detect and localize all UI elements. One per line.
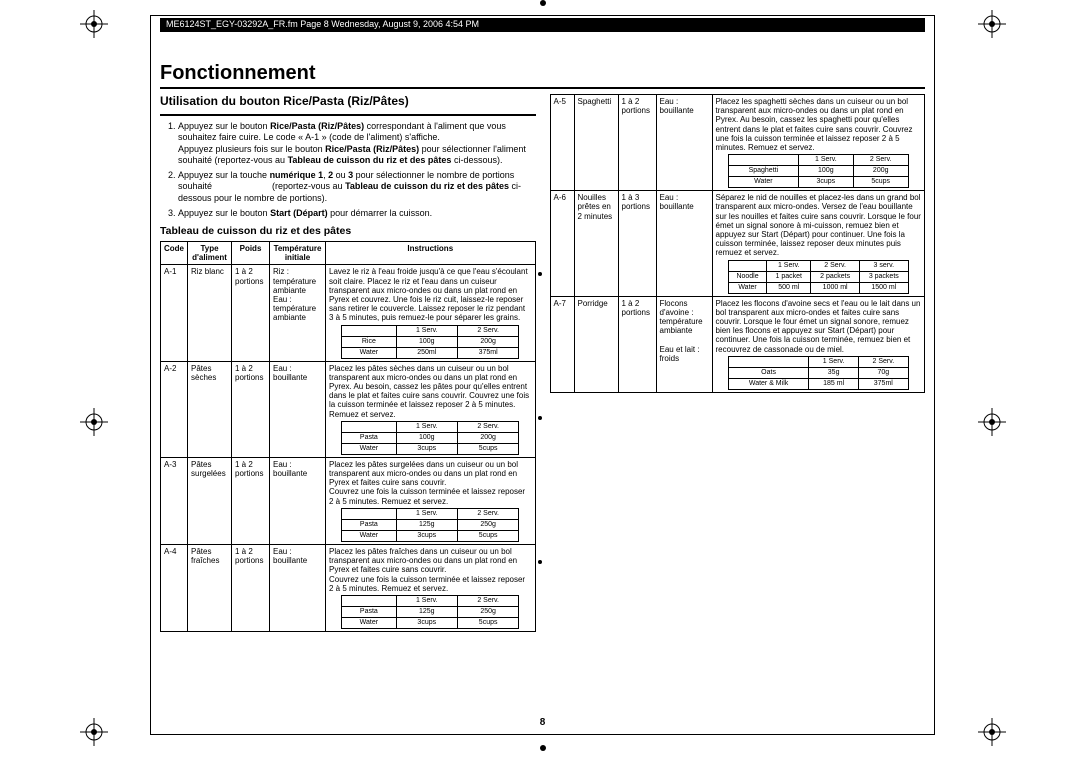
cell-instr: Séparez le nid de nouilles et placez-les… [712, 191, 925, 296]
cell-type: Pâtes fraîches [188, 544, 232, 631]
steps-list: Appuyez sur le bouton Rice/Pasta (Riz/Pâ… [160, 121, 536, 219]
cell-temp: Eau : bouillante [270, 457, 326, 544]
cell-code: A-1 [161, 265, 188, 361]
mini-table: 1 Serv.2 Serv.3 serv.Noodle1 packet2 pac… [728, 260, 909, 294]
table-row: A-6Nouilles prêtes en 2 minutes1 à 3 por… [550, 191, 925, 296]
step-item: Appuyez sur la touche numérique 1, 2 ou … [178, 170, 536, 204]
cell-type: Nouilles prêtes en 2 minutes [574, 191, 618, 296]
cell-temp: Flocons d'avoine : température ambianteE… [656, 296, 712, 392]
table-row: A-1Riz blanc1 à 2 portionsRiz : températ… [161, 265, 536, 361]
cell-code: A-3 [161, 457, 188, 544]
table-header: Instructions [326, 242, 536, 265]
crop-mark-tr [978, 10, 1006, 38]
cell-poids: 1 à 2 portions [618, 296, 656, 392]
crop-mark-tl [80, 10, 108, 38]
table-row: A-4Pâtes fraîches1 à 2 portionsEau : bou… [161, 544, 536, 631]
cell-temp: Riz : température ambiante Eau : tempéra… [270, 265, 326, 361]
mini-table: 1 Serv.2 Serv.Spaghetti100g200gWater3cup… [728, 154, 909, 188]
cell-poids: 1 à 2 portions [232, 544, 270, 631]
table-header: Code [161, 242, 188, 265]
mini-table: 1 Serv.2 Serv.Pasta100g200gWater3cups5cu… [341, 421, 519, 455]
cell-type: Porridge [574, 296, 618, 392]
cell-poids: 1 à 2 portions [618, 95, 656, 191]
table-row: A-2Pâtes sèches1 à 2 portionsEau : bouil… [161, 361, 536, 457]
cell-poids: 1 à 2 portions [232, 361, 270, 457]
cell-instr: Placez les flocons d'avoine secs et l'ea… [712, 296, 925, 392]
dot-bottom [540, 745, 546, 751]
cell-temp: Eau : bouillante [270, 544, 326, 631]
cell-code: A-6 [550, 191, 574, 296]
table-header: Type d'aliment [188, 242, 232, 265]
cell-instr: Placez les pâtes sèches dans un cuiseur … [326, 361, 536, 457]
crop-mark-bl [80, 718, 108, 746]
table-left: CodeType d'alimentPoidsTempérature initi… [160, 241, 536, 632]
page-title: Fonctionnement [160, 62, 925, 85]
page-content: Fonctionnement Utilisation du bouton Ric… [160, 62, 925, 632]
step-item: Appuyez sur le bouton Rice/Pasta (Riz/Pâ… [178, 121, 536, 166]
table-row: A-5Spaghetti1 à 2 portionsEau : bouillan… [550, 95, 925, 191]
section-a-title: Utilisation du bouton Rice/Pasta (Riz/Pâ… [160, 94, 536, 108]
mini-table: 1 Serv.2 Serv.Oats35g70gWater & Milk185 … [728, 356, 909, 390]
dot-top [540, 0, 546, 6]
mini-table: 1 Serv.2 Serv.Pasta125g250gWater3cups5cu… [341, 508, 519, 542]
table-right: A-5Spaghetti1 à 2 portionsEau : bouillan… [550, 94, 926, 393]
cell-poids: 1 à 2 portions [232, 457, 270, 544]
cell-poids: 1 à 2 portions [232, 265, 270, 361]
table-row: A-7Porridge1 à 2 portionsFlocons d'avoin… [550, 296, 925, 392]
cell-code: A-4 [161, 544, 188, 631]
right-column: A-5Spaghetti1 à 2 portionsEau : bouillan… [550, 94, 926, 632]
cell-code: A-7 [550, 296, 574, 392]
left-column: Utilisation du bouton Rice/Pasta (Riz/Pâ… [160, 94, 536, 632]
cell-type: Spaghetti [574, 95, 618, 191]
cell-type: Pâtes sèches [188, 361, 232, 457]
table-row: A-3Pâtes surgelées1 à 2 portionsEau : bo… [161, 457, 536, 544]
cell-temp: Eau : bouillante [270, 361, 326, 457]
header-bar: ME6124ST_EGY-03292A_FR.fm Page 8 Wednesd… [160, 18, 925, 32]
cell-poids: 1 à 3 portions [618, 191, 656, 296]
mini-table: 1 Serv.2 Serv.Rice100g200gWater250ml375m… [341, 325, 519, 359]
table-header: Température initiale [270, 242, 326, 265]
table-header: Poids [232, 242, 270, 265]
cell-code: A-5 [550, 95, 574, 191]
cell-instr: Placez les pâtes surgelées dans un cuise… [326, 457, 536, 544]
mini-table: 1 Serv.2 Serv.Pasta125g250gWater3cups5cu… [341, 595, 519, 629]
cell-instr: Lavez le riz à l'eau froide jusqu'à ce q… [326, 265, 536, 361]
table-title: Tableau de cuisson du riz et des pâtes [160, 225, 536, 237]
cell-code: A-2 [161, 361, 188, 457]
cell-temp: Eau : bouillante [656, 95, 712, 191]
crop-mark-mr [978, 408, 1006, 436]
step-item: Appuyez sur le bouton Start (Départ) pou… [178, 208, 536, 219]
cell-type: Riz blanc [188, 265, 232, 361]
crop-mark-ml [80, 408, 108, 436]
cell-type: Pâtes surgelées [188, 457, 232, 544]
cell-instr: Placez les pâtes fraîches dans un cuiseu… [326, 544, 536, 631]
crop-mark-br [978, 718, 1006, 746]
cell-temp: Eau : bouillante [656, 191, 712, 296]
page-number: 8 [540, 717, 546, 728]
cell-instr: Placez les spaghetti sèches dans un cuis… [712, 95, 925, 191]
